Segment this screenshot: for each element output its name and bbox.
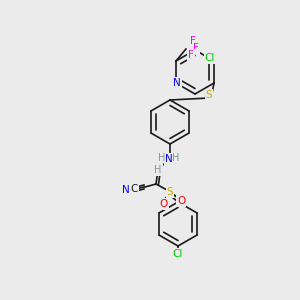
- Text: H: H: [158, 153, 166, 163]
- Text: O: O: [177, 196, 185, 206]
- Text: Cl: Cl: [173, 249, 183, 259]
- Text: F: F: [190, 36, 196, 46]
- Text: S: S: [206, 90, 212, 100]
- Text: F: F: [193, 43, 199, 53]
- Text: F: F: [188, 50, 194, 60]
- Text: N: N: [122, 185, 130, 195]
- Text: Cl: Cl: [205, 53, 215, 63]
- Text: N: N: [165, 154, 173, 164]
- Text: C: C: [130, 184, 138, 194]
- Text: N: N: [173, 78, 181, 88]
- Text: O: O: [160, 199, 168, 209]
- Text: H: H: [154, 165, 162, 175]
- Text: S: S: [167, 187, 173, 197]
- Text: H: H: [172, 153, 180, 163]
